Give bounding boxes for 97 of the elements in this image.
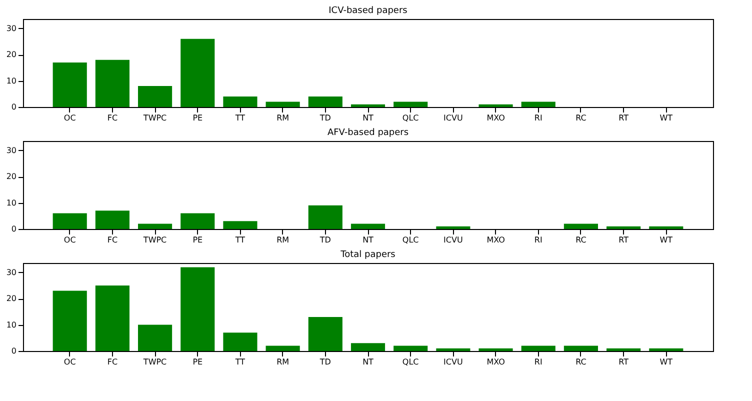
bar — [308, 316, 342, 351]
x-tick-label: PE — [192, 358, 203, 366]
x-tick-label: FC — [107, 358, 118, 366]
x-tick-label: TWPC — [142, 114, 168, 122]
x-tick-label: RC — [576, 358, 587, 366]
chart-title: ICV-based papers — [328, 6, 408, 16]
y-tick-label: 30 — [6, 146, 16, 155]
bar — [649, 226, 684, 229]
x-tick-label: ICVU — [444, 236, 463, 244]
bar — [180, 213, 215, 229]
x-tick-label: RT — [618, 114, 629, 122]
x-tick-label: TD — [318, 236, 331, 244]
bar — [350, 104, 386, 107]
x-tick-label: MXO — [486, 114, 505, 122]
bar — [223, 221, 258, 229]
x-tick-label: TT — [234, 114, 246, 122]
bar — [223, 332, 258, 351]
bar — [180, 38, 215, 107]
y-tick-label: 0 — [11, 346, 16, 356]
x-tick-label: WT — [660, 114, 673, 122]
bar — [138, 324, 172, 351]
bar — [606, 348, 641, 351]
bar — [138, 224, 172, 229]
bar — [52, 213, 87, 229]
bar — [266, 346, 300, 351]
y-tick-label: 0 — [11, 102, 16, 112]
bar — [180, 267, 215, 351]
x-tick-label: RM — [276, 236, 290, 244]
x-tick-label: RM — [276, 358, 290, 366]
chart-title: Total papers — [340, 250, 396, 260]
bar — [138, 86, 172, 107]
x-tick-label: NT — [362, 236, 374, 244]
bar — [308, 205, 342, 229]
bar — [95, 60, 130, 107]
x-tick-label: QLC — [402, 358, 420, 366]
bar — [478, 348, 513, 351]
x-tick-label: TWPC — [142, 358, 168, 366]
y-tick-label: 10 — [6, 198, 16, 208]
bar — [436, 226, 470, 229]
bar — [436, 348, 470, 351]
x-tick-label: RM — [276, 114, 290, 122]
bar — [564, 224, 598, 229]
x-tick-label: OC — [64, 236, 76, 244]
x-tick-label: OC — [64, 114, 76, 122]
y-tick-label: 10 — [6, 320, 16, 330]
y-tick-label: 0 — [11, 224, 16, 234]
x-tick-label: MXO — [486, 236, 505, 244]
x-tick-label: PE — [192, 236, 203, 244]
x-tick-label: RI — [534, 114, 542, 122]
x-tick-label: ICVU — [444, 114, 463, 122]
x-tick-label: NT — [362, 114, 374, 122]
x-tick-label: TT — [234, 358, 246, 366]
y-tick-label: 20 — [6, 50, 16, 60]
y-tick-label: 10 — [6, 76, 16, 86]
x-tick-label: WT — [660, 236, 673, 244]
x-tick-label: QLC — [402, 236, 420, 244]
bar — [52, 290, 87, 351]
bar — [478, 104, 513, 107]
bar — [350, 224, 386, 229]
x-tick-label: RT — [618, 358, 629, 366]
bar — [521, 346, 556, 351]
x-tick-label: FC — [107, 236, 118, 244]
y-tick-label: 20 — [6, 172, 16, 182]
x-tick-label: PE — [192, 114, 203, 122]
bar — [394, 102, 428, 107]
x-tick-label: RI — [534, 358, 542, 366]
x-tick-label: TWPC — [142, 236, 168, 244]
bar — [521, 102, 556, 107]
bar — [649, 348, 684, 351]
x-tick-label: ICVU — [444, 358, 463, 366]
x-tick-label: RC — [576, 236, 587, 244]
y-tick-label: 20 — [6, 294, 16, 304]
bar — [308, 96, 342, 107]
bar — [350, 343, 386, 351]
bar — [394, 346, 428, 351]
x-tick-label: RC — [576, 114, 587, 122]
y-tick-label: 30 — [6, 24, 16, 33]
bar — [52, 62, 87, 107]
x-tick-label: RT — [618, 236, 629, 244]
x-tick-label: NT — [362, 358, 374, 366]
chart-title: AFV-based papers — [327, 128, 409, 138]
bar — [266, 102, 300, 107]
bar — [223, 96, 258, 107]
bar — [95, 286, 130, 351]
x-tick-label: TD — [318, 358, 331, 366]
x-tick-label: QLC — [402, 114, 420, 122]
x-tick-label: TT — [234, 236, 246, 244]
x-tick-label: RI — [534, 236, 542, 244]
x-tick-label: OC — [64, 358, 76, 366]
bar — [564, 346, 598, 351]
x-tick-label: WT — [660, 358, 673, 366]
x-tick-label: FC — [107, 114, 118, 122]
x-tick-label: TD — [318, 114, 331, 122]
bar — [606, 226, 641, 229]
y-tick-label: 30 — [6, 268, 16, 277]
x-tick-label: MXO — [486, 358, 505, 366]
bar — [95, 210, 130, 229]
